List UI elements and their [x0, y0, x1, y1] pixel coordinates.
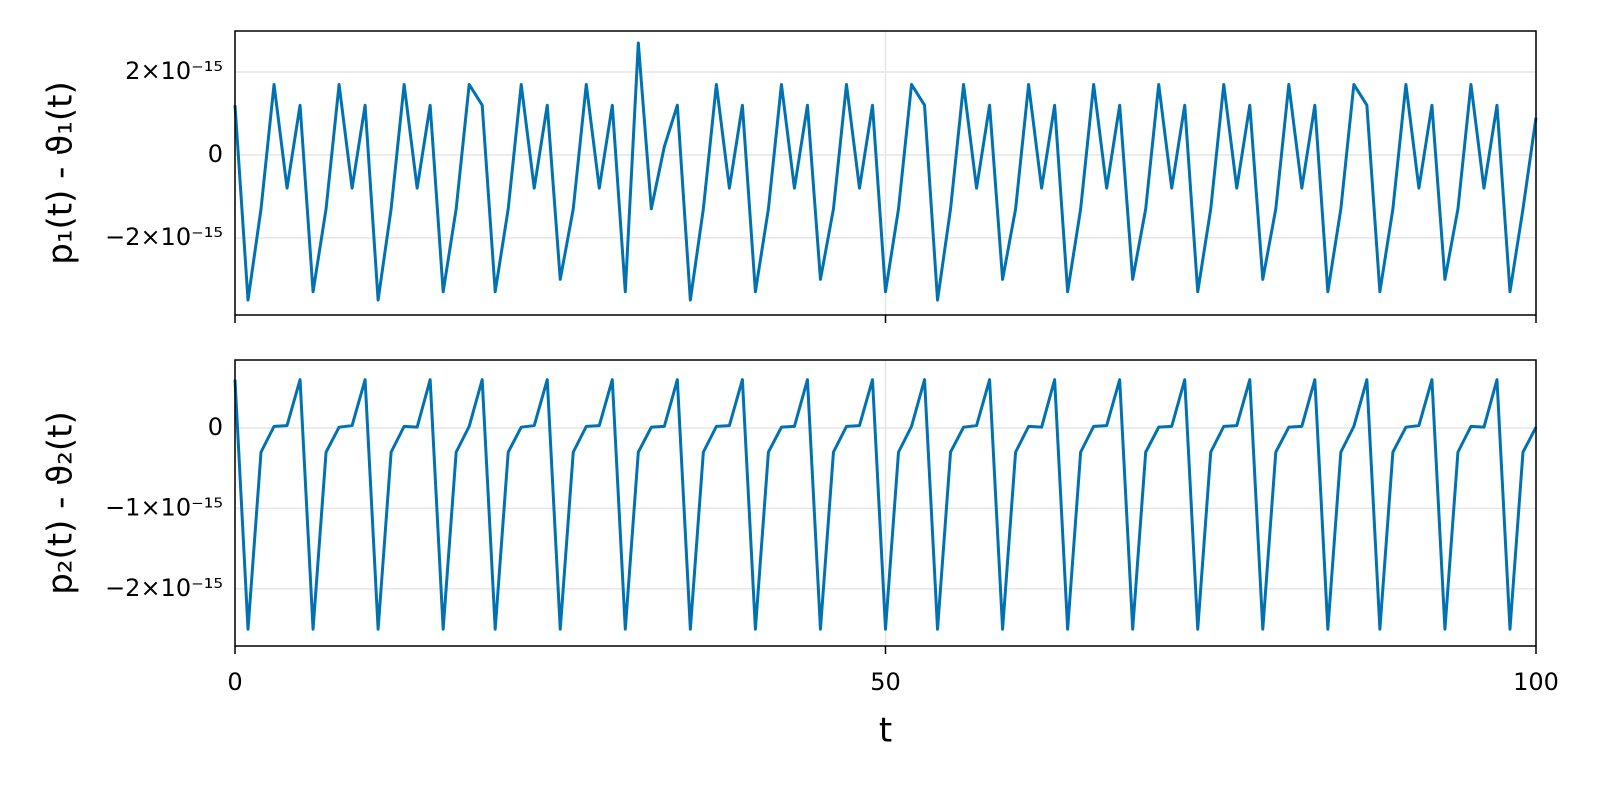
x-tick-label: 100	[1513, 668, 1559, 696]
y-tick-label: −2×10⁻¹⁵	[105, 574, 223, 602]
panel: −2×10⁻¹⁵ 0 2×10⁻¹⁵ p₁(t) - ϑ₁(t)	[41, 30, 1538, 323]
panel: −2×10⁻¹⁵ −1×10⁻¹⁵ 0 0 50 100 p₂(t) - ϑ₂(t) t	[41, 359, 1559, 751]
plot-frame	[234, 359, 1537, 647]
y-tick-label: 0	[208, 140, 223, 168]
y-axis-label: p₁(t) - ϑ₁(t)	[41, 81, 81, 265]
y-tick-label: −2×10⁻¹⁵	[105, 223, 223, 251]
y-axis-label: p₂(t) - ϑ₂(t)	[41, 411, 81, 595]
plot-frame	[234, 30, 1537, 316]
x-tick-label: 0	[227, 668, 242, 696]
y-tick-label: 0	[208, 413, 223, 441]
x-axis-label: t	[879, 711, 892, 751]
x-tick-label: 50	[870, 668, 901, 696]
data-line	[233, 378, 1538, 631]
y-tick-label: −1×10⁻¹⁵	[105, 493, 223, 521]
y-tick-label: 2×10⁻¹⁵	[125, 57, 223, 85]
data-line	[233, 41, 1538, 302]
